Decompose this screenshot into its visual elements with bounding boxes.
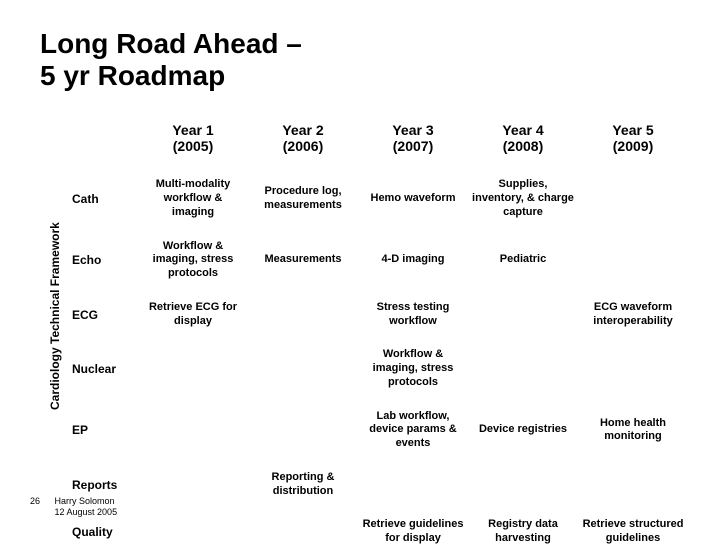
row-label-ep: EP [68, 400, 138, 461]
row-label-nuclear: Nuclear [68, 338, 138, 399]
cell [468, 291, 578, 339]
cell: Measurements [248, 230, 358, 291]
sidebar-label: Cardiology Technical Framework [44, 186, 66, 446]
table-row: EP Lab workflow, device params & events … [68, 400, 688, 461]
row-label-ecg: ECG [68, 291, 138, 339]
title-line-2: 5 yr Roadmap [40, 60, 225, 91]
cell: Multi-modality workflow & imaging [138, 168, 248, 229]
cell [578, 338, 688, 399]
cell: Supplies, inventory, & charge capture [468, 168, 578, 229]
cell: Device registries [468, 400, 578, 461]
cell: Stress testing workflow [358, 291, 468, 339]
page-title: Long Road Ahead – 5 yr Roadmap [40, 28, 690, 92]
cell: Home health monitoring [578, 400, 688, 461]
cell: Retrieve structured guidelines [578, 508, 688, 556]
cell [138, 400, 248, 461]
row-label-echo: Echo [68, 230, 138, 291]
table-body: Cath Multi-modality workflow & imaging P… [68, 168, 688, 556]
col-year-5-l1: Year 5 [612, 122, 653, 138]
cell: Lab workflow, device params & events [358, 400, 468, 461]
cell [358, 461, 468, 509]
cell [248, 291, 358, 339]
col-year-4-l2: (2008) [503, 138, 543, 154]
table-header-row: Year 1(2005) Year 2(2006) Year 3(2007) Y… [68, 116, 688, 168]
roadmap-table: Year 1(2005) Year 2(2006) Year 3(2007) Y… [68, 116, 688, 556]
cell [138, 461, 248, 509]
col-year-3-l1: Year 3 [392, 122, 433, 138]
cell [578, 168, 688, 229]
content: Cardiology Technical Framework Year 1(20… [68, 116, 690, 556]
table-row: Reports Reporting & distribution [68, 461, 688, 509]
col-year-1-l2: (2005) [173, 138, 213, 154]
cell: Retrieve guidelines for display [358, 508, 468, 556]
col-year-3-l2: (2007) [393, 138, 433, 154]
table-row: Quality Retrieve guidelines for display … [68, 508, 688, 556]
row-label-cath: Cath [68, 168, 138, 229]
cell: Retrieve ECG for display [138, 291, 248, 339]
col-year-5: Year 5(2009) [578, 116, 688, 168]
col-year-1-l1: Year 1 [172, 122, 213, 138]
table-row: Nuclear Workflow & imaging, stress proto… [68, 338, 688, 399]
col-year-2: Year 2(2006) [248, 116, 358, 168]
page-number: 26 [30, 496, 52, 506]
cell: Workflow & imaging, stress protocols [358, 338, 468, 399]
col-year-2-l2: (2006) [283, 138, 323, 154]
cell: ECG waveform interoperability [578, 291, 688, 339]
col-year-2-l1: Year 2 [282, 122, 323, 138]
table-row: Echo Workflow & imaging, stress protocol… [68, 230, 688, 291]
cell [248, 400, 358, 461]
cell: 4-D imaging [358, 230, 468, 291]
cell [468, 461, 578, 509]
footer-date: 12 August 2005 [55, 507, 118, 517]
cell: Registry data harvesting [468, 508, 578, 556]
cell [138, 338, 248, 399]
slide: Long Road Ahead – 5 yr Roadmap Cardiolog… [0, 0, 720, 540]
col-year-1: Year 1(2005) [138, 116, 248, 168]
cell: Procedure log, measurements [248, 168, 358, 229]
cell: Hemo waveform [358, 168, 468, 229]
cell [248, 338, 358, 399]
col-year-3: Year 3(2007) [358, 116, 468, 168]
cell: Workflow & imaging, stress protocols [138, 230, 248, 291]
col-year-4: Year 4(2008) [468, 116, 578, 168]
col-year-5-l2: (2009) [613, 138, 653, 154]
footer-author: Harry Solomon [55, 496, 115, 506]
table-row: Cath Multi-modality workflow & imaging P… [68, 168, 688, 229]
cell [578, 461, 688, 509]
cell [578, 230, 688, 291]
cell [468, 338, 578, 399]
title-line-1: Long Road Ahead – [40, 28, 302, 59]
col-year-4-l1: Year 4 [502, 122, 543, 138]
cell [248, 508, 358, 556]
footer: 26 Harry Solomon 12 August 2005 [30, 496, 117, 518]
cell: Reporting & distribution [248, 461, 358, 509]
header-spacer [68, 116, 138, 168]
cell: Pediatric [468, 230, 578, 291]
table-row: ECG Retrieve ECG for display Stress test… [68, 291, 688, 339]
cell [138, 508, 248, 556]
